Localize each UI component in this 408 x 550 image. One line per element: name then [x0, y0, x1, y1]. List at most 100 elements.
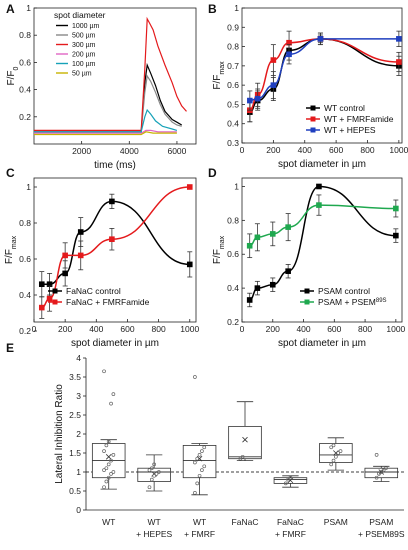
y-tick-label: 0.4 — [19, 85, 31, 95]
x-axis-title: spot diameter in µm — [278, 159, 366, 170]
legend-marker — [304, 299, 310, 305]
y-tick-label: 0.5 — [69, 486, 81, 496]
data-point — [156, 470, 161, 474]
data-point — [269, 281, 276, 288]
legend-label: WT control — [324, 103, 365, 113]
data-point — [396, 36, 402, 42]
data-point — [240, 454, 245, 459]
series-line — [249, 38, 399, 111]
legend-label: 1000 µm — [72, 23, 100, 30]
x-tick-label: 600 — [327, 324, 341, 334]
x-tick-label: 1000 — [386, 324, 405, 334]
x-tick-label: 0 — [240, 324, 245, 334]
mean-marker — [242, 436, 248, 443]
x-tick-label: 0 — [32, 324, 37, 334]
data-point — [288, 475, 293, 480]
data-point — [331, 443, 336, 448]
x-tick-label: 6000 — [167, 146, 186, 156]
x-axis-title: spot diameter in µm — [71, 338, 159, 349]
data-point — [329, 462, 334, 467]
y-tick-label: 0.9 — [227, 22, 239, 32]
data-point — [46, 281, 53, 287]
x-axis-title: time (ms) — [94, 160, 136, 171]
data-point — [102, 468, 106, 472]
legend-marker — [310, 116, 316, 122]
series-line — [34, 62, 183, 133]
data-point — [46, 295, 53, 302]
panel-letter-c: C — [6, 166, 15, 180]
plot-frame — [241, 177, 403, 323]
legend-label: PSAM control — [318, 286, 370, 296]
category-label: WT — [148, 517, 161, 527]
data-point — [197, 453, 202, 457]
data-point — [283, 481, 288, 486]
legend-label: 300 µm — [72, 42, 96, 49]
y-tick-label: 0.8 — [227, 42, 239, 52]
data-point — [195, 456, 200, 461]
data-point — [269, 231, 276, 237]
series-line — [249, 204, 396, 247]
data-point — [396, 59, 402, 65]
data-point — [238, 456, 243, 461]
y-tick-label: 1 — [26, 3, 31, 13]
data-point — [200, 449, 204, 453]
data-point — [197, 473, 202, 478]
y-tick-label: 0.4 — [19, 290, 31, 300]
data-point — [247, 97, 253, 104]
series-line — [34, 129, 177, 134]
data-point — [316, 183, 322, 190]
data-point — [111, 453, 116, 457]
y-tick-label: 0.5 — [227, 99, 239, 109]
data-point — [193, 491, 197, 495]
panel-a-chart: 2000 4000 6000 0.2 0.4 0.6 0.8 1 time (ms) F/F0 sp… — [6, 3, 197, 171]
data-point — [186, 261, 193, 268]
data-point — [193, 460, 197, 465]
legend-label: FaNaC control — [66, 286, 121, 296]
category-label-line2: + FMRF — [184, 529, 215, 539]
box — [228, 425, 262, 460]
legend-label: 200 µm — [72, 52, 96, 59]
y-axis-title: F/Fmax — [4, 235, 18, 264]
box-group — [182, 375, 217, 496]
category-label-line2: + HEPES — [136, 529, 172, 539]
category-label: WT — [102, 517, 115, 527]
data-point — [286, 477, 290, 482]
y-tick-label: 2.5 — [69, 410, 81, 420]
data-point — [336, 451, 341, 455]
data-point — [77, 229, 84, 235]
data-point — [109, 401, 113, 406]
legend-marker — [310, 127, 316, 133]
data-point — [285, 224, 291, 230]
data-point — [77, 252, 84, 259]
data-point — [104, 443, 109, 448]
data-point — [316, 202, 322, 208]
data-point — [62, 270, 68, 277]
data-point — [186, 184, 193, 190]
y-tick-label: 0.4 — [227, 119, 239, 129]
data-point — [381, 468, 386, 472]
legend-marker — [52, 288, 58, 294]
y-tick-label: 0.6 — [227, 80, 239, 90]
data-point — [254, 234, 261, 241]
data-point — [38, 281, 45, 287]
panel-e-chart: 0 0.5 1 1.5 2 2.5 3 3.5 4 Lateral Inhibition Rati… — [54, 353, 405, 539]
y-tick-label: 0.6 — [227, 249, 239, 259]
y-tick-label: 0.2 — [227, 317, 239, 327]
category-label: PSAM — [369, 517, 393, 527]
data-point — [152, 462, 156, 467]
y-tick-label: 0.8 — [19, 218, 31, 228]
mean-marker — [287, 477, 294, 484]
legend-marker — [310, 105, 316, 111]
box-group — [364, 453, 399, 482]
y-axis-title: F/F0 — [6, 66, 20, 85]
data-point — [200, 468, 204, 472]
data-point — [202, 445, 207, 450]
x-tick-label: 800 — [360, 145, 374, 155]
y-tick-label: 1 — [234, 3, 239, 13]
data-point — [384, 466, 388, 471]
data-point — [285, 268, 291, 274]
x-tick-label: 200 — [58, 324, 72, 334]
data-point — [246, 242, 253, 249]
data-point — [270, 57, 277, 63]
y-tick-label: 0.6 — [19, 57, 31, 67]
